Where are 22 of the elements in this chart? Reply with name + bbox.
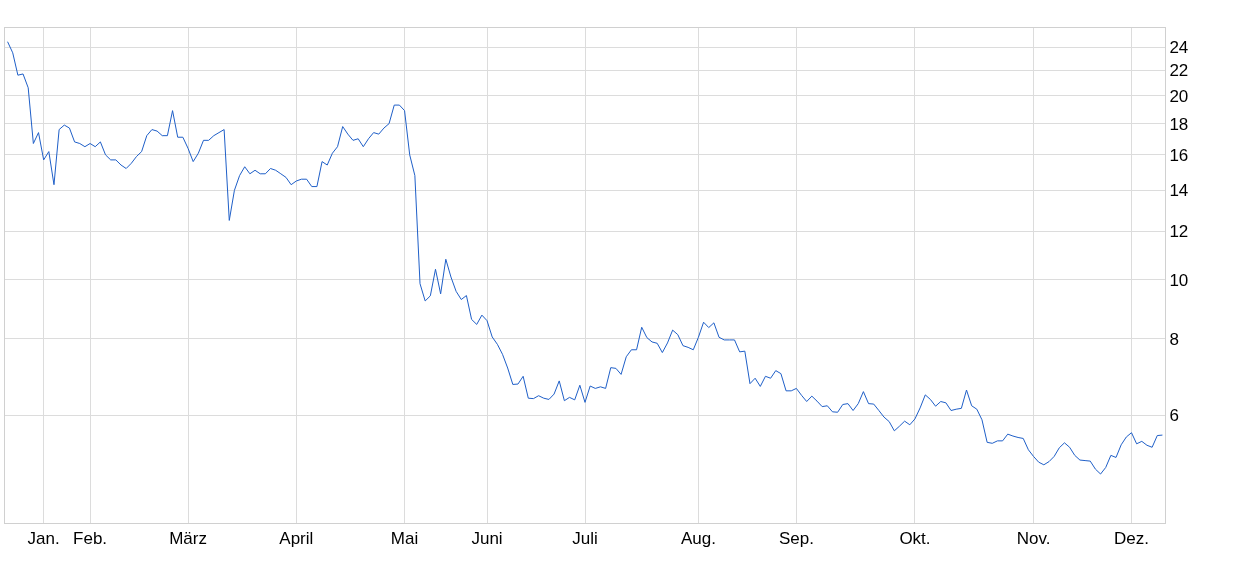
x-tick-label: April [279,529,314,549]
x-tick-label: Nov. [1016,529,1051,549]
x-tick-label: Feb. [73,529,108,549]
x-tick-label: Aug. [680,529,716,549]
x-tick-label: März [169,529,207,549]
y-tick-label: 16 [1169,145,1189,165]
x-tick-label: Okt. [899,529,931,549]
x-tick-label: Mai [390,529,419,549]
x-tick-label: Dez. [1114,529,1149,549]
y-tick-label: 8 [1169,329,1179,349]
y-tick-label: 6 [1169,406,1179,426]
x-tick-label: Jan. [27,529,60,549]
x-tick-label: Juli [572,529,598,549]
y-tick-label: 18 [1169,114,1189,134]
y-tick-label: 10 [1169,270,1189,290]
y-tick-label: 12 [1169,222,1189,242]
y-tick-label: 14 [1169,181,1189,201]
x-tick-label: Sep. [778,529,814,549]
y-tick-label: 22 [1169,61,1189,81]
y-tick-label: 24 [1169,38,1189,58]
y-tick-label: 20 [1169,86,1189,106]
x-tick-label: Juni [471,529,503,549]
